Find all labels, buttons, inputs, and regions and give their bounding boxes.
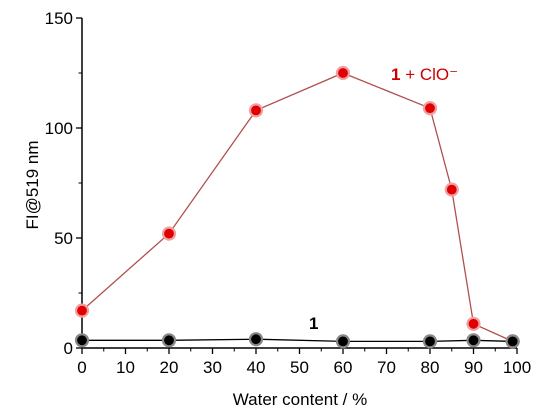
series-label-clo-bold: 1 xyxy=(391,65,400,84)
x-tick-label: 60 xyxy=(334,358,353,377)
x-tick-label: 40 xyxy=(247,358,266,377)
series-0-point xyxy=(248,103,264,118)
x-tick-label: 10 xyxy=(116,358,135,377)
series-0-point xyxy=(161,226,177,241)
series-1-point xyxy=(466,333,481,348)
series-1-point xyxy=(335,334,351,349)
series-0-point xyxy=(422,101,438,116)
series-1-point xyxy=(422,334,438,349)
x-tick-label: 90 xyxy=(464,358,483,377)
series-0-point xyxy=(335,65,351,81)
ticks: 0 10 20 30 40 50 60 70 80 90 100 0 50 100 150 xyxy=(45,9,532,377)
series-line-1 xyxy=(82,338,513,343)
series-layer xyxy=(74,65,520,349)
x-axis-label: Water content / % xyxy=(233,390,367,409)
x-tick-label: 70 xyxy=(377,358,396,377)
x-tick-label: 20 xyxy=(160,358,179,377)
y-tick-label: 50 xyxy=(54,229,73,248)
x-tick-label: 80 xyxy=(421,358,440,377)
y-axis-label: FI@519 nm xyxy=(23,140,42,229)
x-tick-label: 50 xyxy=(290,358,309,377)
series-1-point xyxy=(161,333,177,348)
x-tick-label: 30 xyxy=(203,358,222,377)
series-label-clo-rest: + ClO⁻ xyxy=(400,65,458,84)
series-line-0 xyxy=(81,72,513,342)
series-1-point xyxy=(505,334,520,349)
series-1-point xyxy=(74,333,90,348)
series-1-point xyxy=(248,332,264,347)
y-tick-label: 0 xyxy=(64,339,73,358)
series-0-point xyxy=(444,182,459,197)
y-tick-label: 150 xyxy=(45,9,73,28)
series-0-point xyxy=(466,316,481,331)
x-tick-label: 100 xyxy=(503,358,531,377)
series-label-clo: 1 + ClO⁻ xyxy=(391,65,458,84)
series-label-1: 1 xyxy=(309,314,318,333)
y-tick-label: 100 xyxy=(45,119,73,138)
series-0-point xyxy=(74,303,90,318)
x-tick-label: 0 xyxy=(77,358,86,377)
